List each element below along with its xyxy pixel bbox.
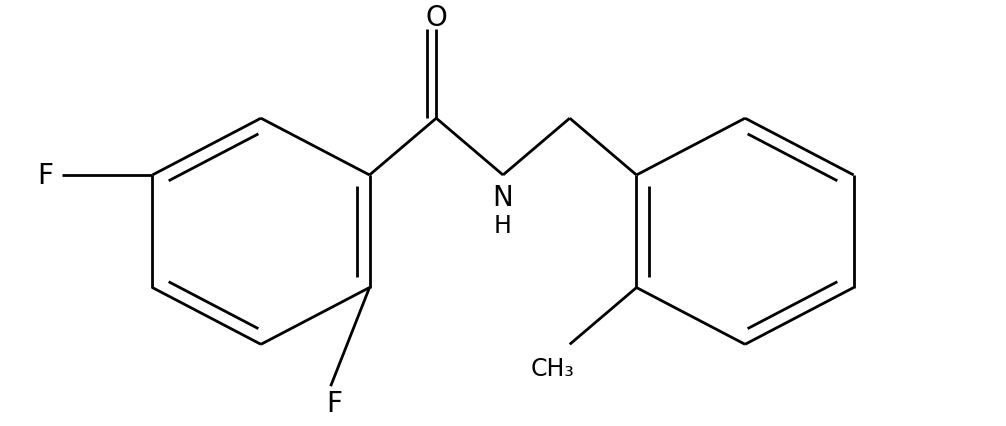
Text: O: O	[426, 3, 447, 32]
Text: F: F	[326, 389, 342, 417]
Text: F: F	[37, 161, 53, 190]
Text: N: N	[493, 184, 513, 212]
Text: H: H	[494, 214, 512, 238]
Text: CH₃: CH₃	[531, 356, 574, 380]
